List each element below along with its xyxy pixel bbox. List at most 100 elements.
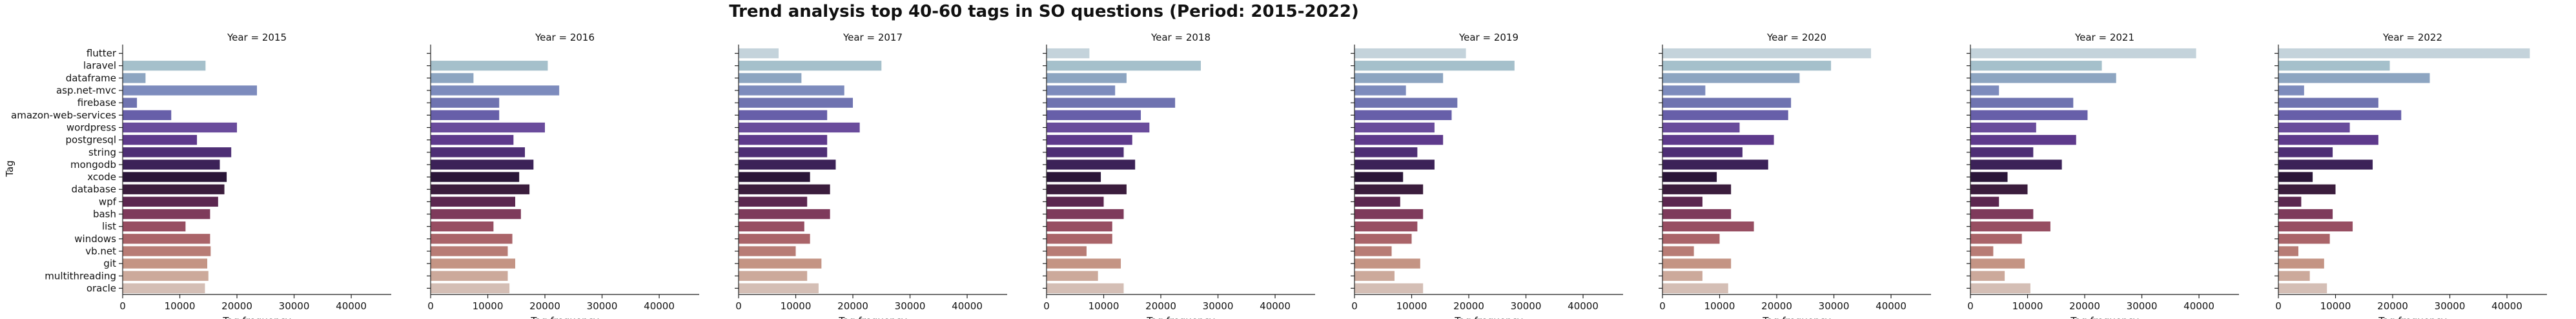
bar-oracle	[1970, 283, 2030, 294]
x-tick-label: 0	[1967, 300, 1974, 312]
bar-amazon-web-services	[1970, 110, 2088, 120]
bar-bash	[2278, 209, 2333, 220]
bar-wpf	[1047, 196, 1104, 207]
y-tick-label: amazon-web-services	[11, 109, 116, 121]
bar-dataframe	[739, 73, 802, 83]
bar-list	[739, 221, 804, 232]
bar-laravel	[1354, 61, 1515, 71]
bar-database	[123, 184, 225, 194]
bar-git	[123, 258, 207, 269]
bar-laravel	[123, 61, 206, 71]
bar-vb.net	[739, 246, 796, 256]
x-tick-label: 30000	[1819, 300, 1850, 312]
bar-windows	[739, 234, 810, 244]
bar-wordpress	[123, 122, 238, 133]
bar-windows	[431, 234, 513, 244]
x-tick-label: 0	[119, 300, 126, 312]
bar-xcode	[1354, 172, 1404, 182]
x-tick-label: 20000	[837, 300, 868, 312]
bar-wpf	[431, 196, 515, 207]
bar-multithreading	[123, 271, 209, 281]
bar-xcode	[431, 172, 520, 182]
bar-string	[1970, 147, 2034, 158]
x-axis-label: Tag frequency	[2070, 315, 2139, 319]
bar-multithreading	[1662, 271, 1702, 281]
x-axis-label: Tag frequency	[1454, 315, 1523, 319]
bar-asp.net-mvc	[739, 85, 844, 96]
bar-laravel	[431, 61, 548, 71]
panel-3: Year = 2018 0 10000 20000 30000 40000 Tag freq…	[1043, 32, 1315, 319]
y-tick-label: xcode	[87, 171, 116, 183]
bar-asp.net-mvc	[1047, 85, 1116, 96]
bar-dataframe	[431, 73, 474, 83]
bar-flutter	[2278, 48, 2530, 59]
bar-bash	[1970, 209, 2034, 220]
panel-1: Year = 2016 0 10000 20000 30000 40000 Tag freq…	[427, 32, 699, 319]
bar-flutter	[739, 48, 779, 59]
bar-oracle	[1662, 283, 1728, 294]
bar-wordpress	[739, 122, 860, 133]
bar-amazon-web-services	[1662, 110, 1788, 120]
y-tick-label: firebase	[77, 97, 116, 108]
x-tick-label: 30000	[2435, 300, 2466, 312]
y-tick-label: mongodb	[70, 159, 116, 170]
bar-postgresql	[1354, 134, 1444, 145]
bar-mongodb	[1970, 160, 2062, 170]
panel-5: Year = 2020 0 10000 20000 30000 40000 Tag freq…	[1659, 32, 1931, 319]
bar-postgresql	[1970, 134, 2076, 145]
bar-windows	[1970, 234, 2022, 244]
bar-amazon-web-services	[1354, 110, 1452, 120]
bar-laravel	[1970, 61, 2102, 71]
x-axis-label: Tag frequency	[1146, 315, 1215, 319]
x-tick-label: 20000	[1761, 300, 1792, 312]
panel-title: Year = 2015	[227, 32, 287, 43]
bar-git	[431, 258, 515, 269]
x-tick-label: 10000	[2320, 300, 2351, 312]
panel-title: Year = 2020	[1766, 32, 1826, 43]
bar-postgresql	[739, 134, 828, 145]
x-tick-label: 20000	[2377, 300, 2408, 312]
x-tick-label: 40000	[1568, 300, 1599, 312]
bar-amazon-web-services	[2278, 110, 2402, 120]
panel-6: Year = 2021 0 10000 20000 30000 40000 Tag freq…	[1967, 32, 2239, 319]
bar-flutter	[1970, 48, 2196, 59]
bar-windows	[1047, 234, 1112, 244]
panel-7: Year = 2022 0 10000 20000 30000 40000 Tag freq…	[2274, 32, 2547, 319]
bar-oracle	[739, 283, 819, 294]
panel-title: Year = 2019	[1458, 32, 1518, 43]
y-tick-label: string	[88, 147, 116, 158]
bar-dataframe	[1662, 73, 1800, 83]
y-tick-label: git	[103, 258, 116, 269]
y-tick-label: list	[102, 221, 116, 232]
bar-wordpress	[1047, 122, 1150, 133]
bar-oracle	[123, 283, 205, 294]
bar-laravel	[2278, 61, 2390, 71]
bar-wordpress	[1662, 122, 1740, 133]
bar-dataframe	[1970, 73, 2116, 83]
bar-multithreading	[1970, 271, 2005, 281]
bar-firebase	[1047, 98, 1176, 108]
bar-firebase	[2278, 98, 2378, 108]
bar-bash	[123, 209, 210, 220]
y-tick-label: wpf	[99, 196, 117, 207]
bar-wpf	[1354, 196, 1400, 207]
bar-oracle	[2278, 283, 2327, 294]
bar-git	[1047, 258, 1121, 269]
y-axis-label: Tag	[4, 160, 15, 177]
bar-list	[1354, 221, 1418, 232]
bar-windows	[1662, 234, 1720, 244]
x-axis-label: Tag frequency	[1762, 315, 1831, 319]
bar-vb.net	[2278, 246, 2298, 256]
bar-wordpress	[1354, 122, 1435, 133]
x-tick-label: 40000	[2183, 300, 2214, 312]
y-tick-label: windows	[74, 233, 116, 245]
bar-mongodb	[2278, 160, 2373, 170]
bar-firebase	[123, 98, 138, 108]
panel-title: Year = 2021	[2074, 32, 2134, 43]
bar-mongodb	[1354, 160, 1435, 170]
bar-asp.net-mvc	[1970, 85, 1999, 96]
bar-vb.net	[123, 246, 211, 256]
bar-mongodb	[1662, 160, 1768, 170]
x-axis-label: Tag frequency	[530, 315, 599, 319]
panel-title: Year = 2022	[2382, 32, 2442, 43]
